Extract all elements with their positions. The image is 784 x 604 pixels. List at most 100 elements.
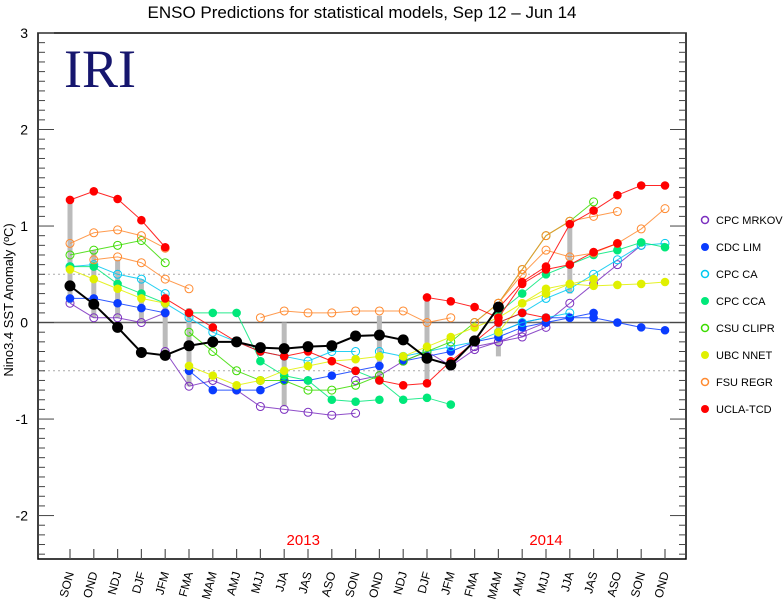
series-cpc-ca (65, 238, 670, 366)
observed-point (469, 335, 481, 347)
forecast-point (613, 190, 622, 200)
forecast-point (541, 231, 551, 241)
forecast-point (303, 385, 313, 395)
legend-marker (700, 323, 710, 333)
forecast-point (374, 306, 384, 316)
forecast-point (137, 303, 146, 313)
observed-point (421, 352, 433, 364)
forecast-point (541, 262, 551, 271)
observed-point (112, 321, 124, 333)
forecast-point (208, 385, 218, 395)
legend-label: CSU CLIPR (716, 323, 775, 335)
forecast-point (208, 346, 218, 356)
forecast-point (89, 274, 99, 284)
forecast-point (136, 231, 146, 241)
legend-label: CDC LIM (716, 242, 761, 254)
forecast-point (160, 294, 170, 303)
series-cpc-cca (65, 238, 670, 409)
forecast-point (517, 318, 527, 328)
forecast-point (660, 277, 670, 287)
forecast-point (184, 308, 194, 318)
observed-point (231, 336, 243, 348)
forecast-point (541, 245, 551, 255)
forecast-point (660, 242, 670, 252)
forecast-line (188, 331, 380, 391)
forecast-point (612, 260, 622, 270)
forecast-point (208, 371, 218, 380)
forecast-point (375, 352, 384, 361)
forecast-point (184, 361, 194, 371)
forecast-point (565, 219, 575, 229)
forecast-point (613, 318, 622, 327)
forecast-point (255, 313, 265, 323)
forecast-point (279, 352, 289, 361)
observed-point (207, 336, 219, 348)
legend-marker (700, 215, 710, 225)
forecast-line (69, 264, 166, 295)
y-tick-label: -1 (16, 411, 29, 427)
forecast-point (446, 400, 456, 409)
forecast-point (232, 308, 241, 318)
forecast-point (589, 197, 599, 207)
x-tick-label: JAS (581, 570, 600, 595)
y-tick-label: 2 (20, 122, 28, 138)
forecast-point (327, 371, 337, 380)
forecast-point (208, 323, 218, 332)
forecast-point (517, 298, 527, 308)
year-label: 2014 (529, 532, 562, 549)
x-tick-label: AMJ (509, 570, 529, 597)
forecast-point (636, 181, 646, 190)
forecast-point (565, 260, 575, 269)
forecast-line (93, 256, 190, 290)
forecast-point (517, 289, 527, 298)
x-tick-label: JFM (438, 570, 458, 596)
y-tick-label: 0 (20, 315, 28, 331)
forecast-point (636, 279, 646, 289)
x-tick-label: OND (80, 570, 101, 600)
forecast-point (351, 354, 360, 364)
forecast-point (232, 366, 242, 376)
iri-logo: IRI (64, 39, 136, 99)
forecast-point (137, 294, 146, 303)
y-tick-label: 3 (20, 25, 28, 41)
forecast-point (160, 242, 170, 252)
forecast-point (184, 381, 194, 391)
forecast-point (160, 258, 170, 268)
forecast-point (565, 298, 575, 308)
forecast-point (89, 313, 99, 323)
forecast-point (256, 356, 265, 366)
forecast-point (89, 262, 99, 271)
forecast-point (65, 250, 75, 260)
forecast-point (137, 215, 146, 225)
x-tick-label: SON (342, 570, 362, 599)
legend-marker (700, 269, 710, 279)
forecast-point (422, 393, 432, 403)
forecast-point (89, 255, 99, 265)
forecast-point (446, 342, 456, 352)
forecast-point (446, 297, 456, 306)
series-fsu-regr (65, 204, 670, 328)
forecast-point (565, 313, 575, 323)
forecast-point (113, 313, 123, 323)
forecast-point (494, 327, 503, 337)
forecast-point (422, 318, 432, 328)
forecast-point (113, 252, 123, 262)
legend-marker (701, 405, 709, 413)
forecast-point (279, 306, 289, 316)
forecast-point (255, 402, 265, 412)
forecast-point (517, 308, 527, 318)
forecast-point (351, 366, 360, 376)
forecast-point (113, 269, 123, 279)
forecast-point (517, 277, 527, 287)
forecast-point (446, 332, 456, 342)
x-tick-label: MJJ (534, 570, 553, 595)
forecast-line (164, 351, 356, 416)
forecast-point (184, 284, 194, 294)
forecast-point (279, 375, 289, 385)
forecast-point (351, 397, 360, 406)
forecast-point (422, 293, 432, 302)
x-tick-label: OND (651, 570, 672, 600)
forecast-point (279, 366, 289, 376)
forecast-point (612, 207, 622, 217)
